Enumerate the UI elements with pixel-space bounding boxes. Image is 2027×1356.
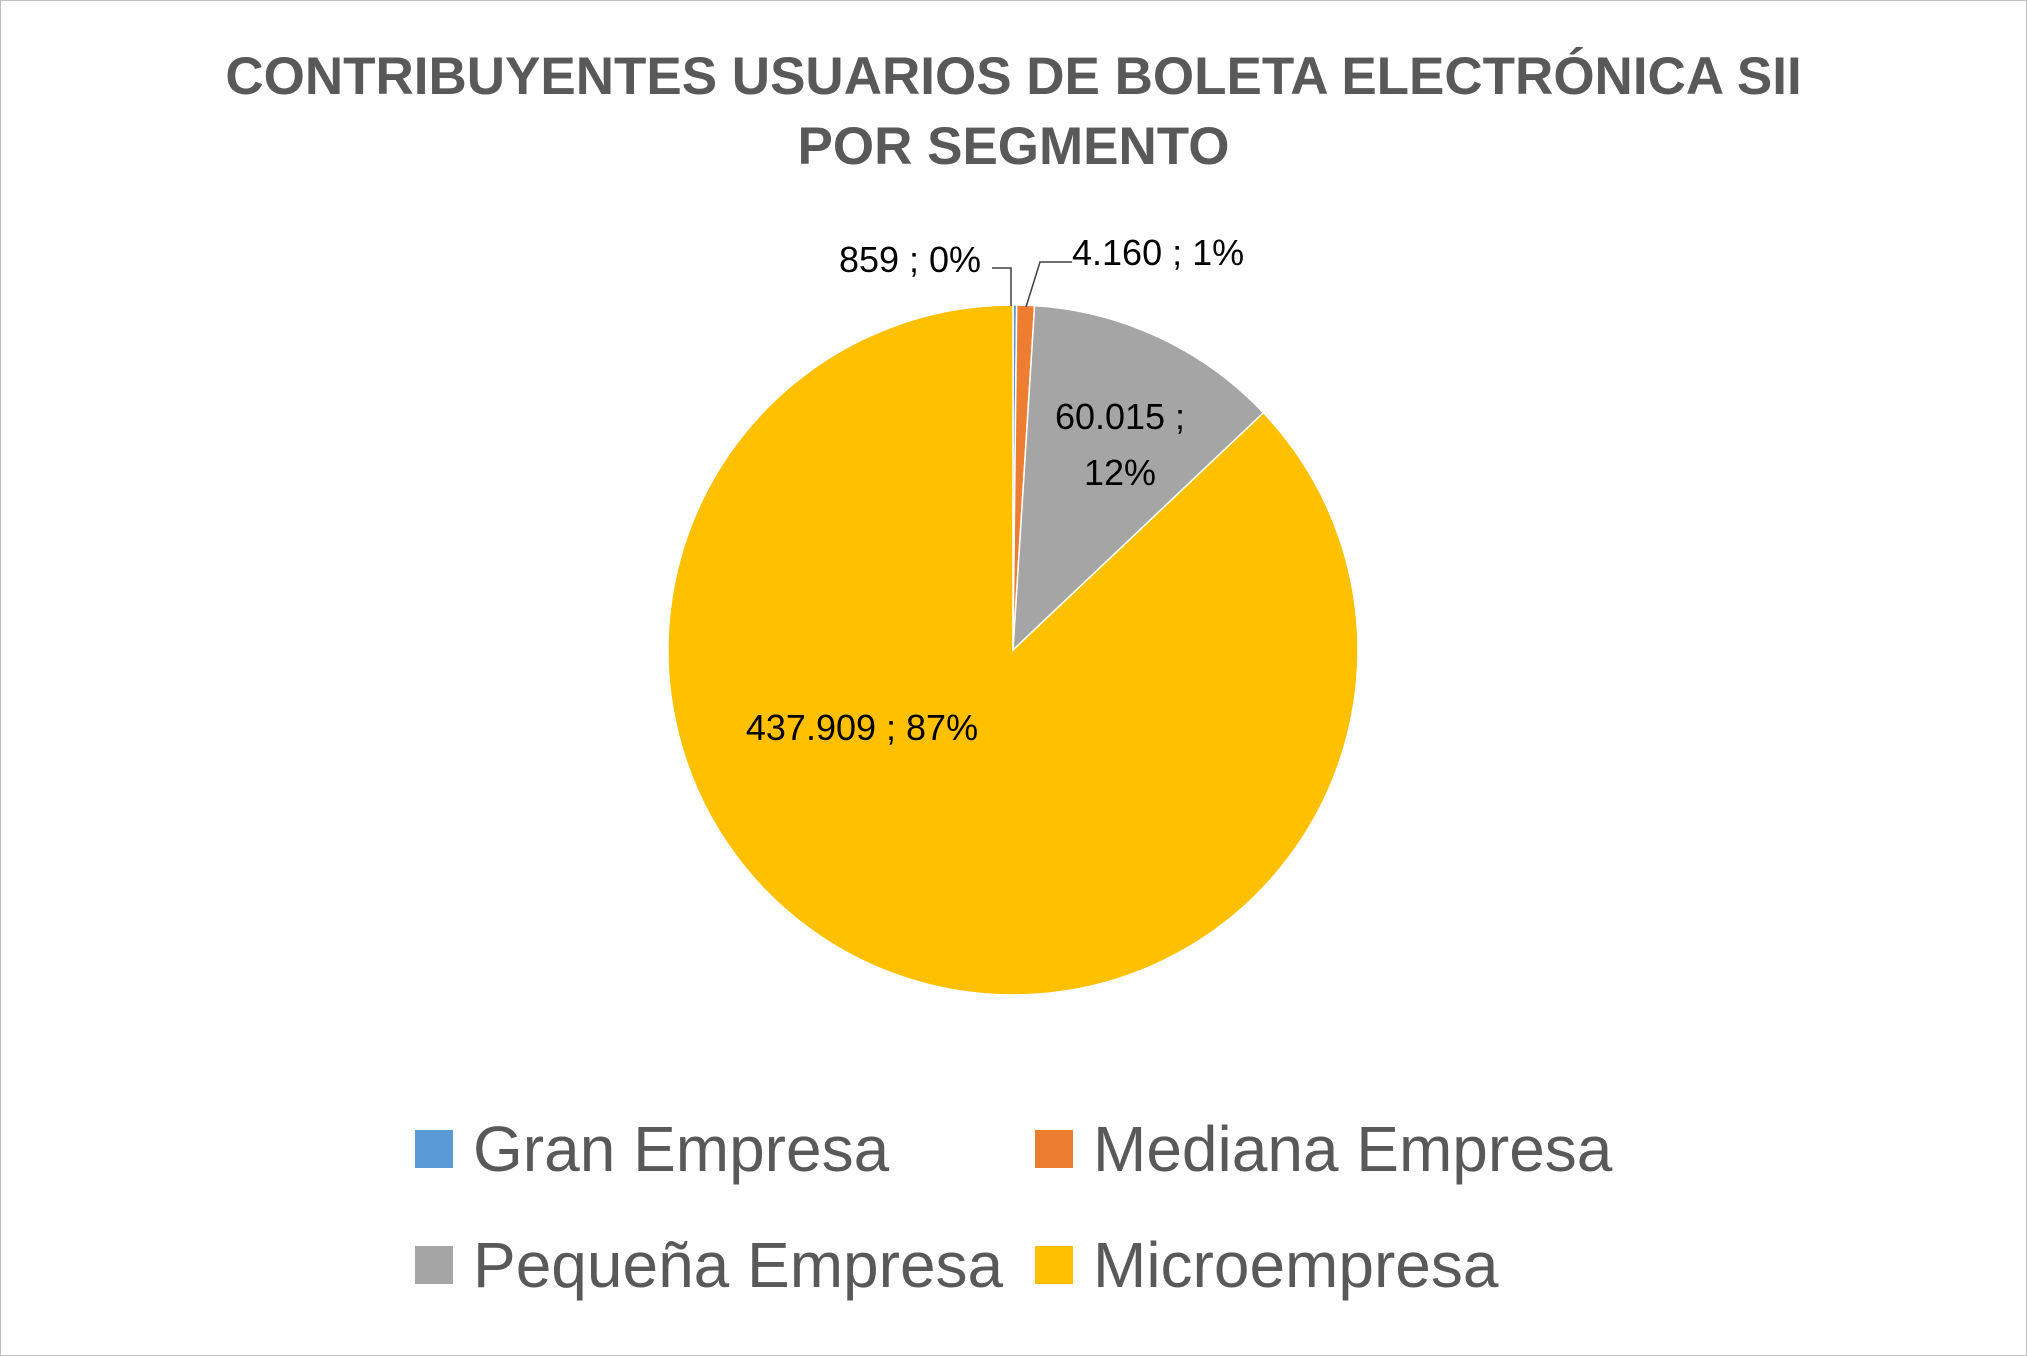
pie-slice-microempresa bbox=[667, 304, 1359, 996]
legend-swatch-mediana-empresa bbox=[1035, 1130, 1073, 1168]
chart-title-line-2: POR SEGMENTO bbox=[797, 117, 1230, 176]
data-label-mediana-empresa: 4.160 ; 1% bbox=[1072, 232, 1244, 273]
data-label-microempresa: 437.909 ; 87% bbox=[746, 707, 978, 748]
legend-swatch-gran-empresa bbox=[415, 1130, 453, 1168]
chart-title-line-1: CONTRIBUYENTES USUARIOS DE BOLETA ELECTR… bbox=[225, 47, 1802, 106]
legend-item-mediana-empresa: Mediana Empresa bbox=[1035, 1110, 1675, 1188]
pie-slice-pequena-empresa bbox=[1012, 304, 1265, 652]
legend-swatch-pequena-empresa bbox=[415, 1246, 453, 1284]
legend-label-microempresa: Microempresa bbox=[1093, 1229, 1499, 1301]
legend-item-pequena-empresa: Pequeña Empresa bbox=[415, 1226, 1035, 1304]
legend: Gran Empresa Mediana Empresa Pequeña Emp… bbox=[415, 1110, 1715, 1304]
legend-item-gran-empresa: Gran Empresa bbox=[415, 1110, 1035, 1188]
data-label-pequena-empresa-line-2: 12% bbox=[1084, 452, 1156, 493]
legend-label-pequena-empresa: Pequeña Empresa bbox=[473, 1229, 1004, 1301]
legend-label-mediana-empresa: Mediana Empresa bbox=[1093, 1113, 1613, 1185]
leader-line-mediana-empresa bbox=[1025, 261, 1072, 308]
legend-label-gran-empresa: Gran Empresa bbox=[473, 1113, 890, 1185]
data-label-pequena-empresa-line-1: 60.015 ; bbox=[1055, 396, 1185, 437]
chart-title: CONTRIBUYENTES USUARIOS DE BOLETA ELECTR… bbox=[0, 42, 2027, 182]
leader-line-gran-empresa bbox=[992, 267, 1012, 306]
legend-swatch-microempresa bbox=[1035, 1246, 1073, 1284]
legend-item-microempresa: Microempresa bbox=[1035, 1226, 1675, 1304]
data-label-gran-empresa: 859 ; 0% bbox=[839, 239, 981, 280]
